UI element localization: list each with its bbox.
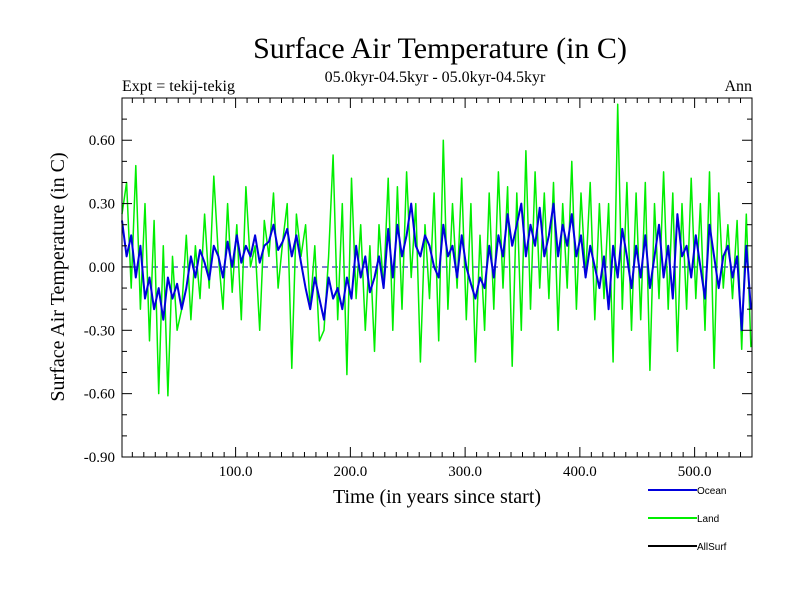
series-layer [121,103,752,397]
plot-area [121,97,753,458]
x-tick-label: 400.0 [563,464,597,480]
plot-frame [121,97,753,458]
season-label: Ann [724,78,752,95]
y-tick-label: 0.30 [89,197,115,213]
y-axis-label: Surface Air Temperature (in C) [47,152,69,401]
x-tick-label: 100.0 [219,464,253,480]
experiment-label: Expt = tekij-tekig [122,78,235,95]
legend-label-land: Land [697,514,719,525]
chart-title: Surface Air Temperature (in C) [253,32,627,65]
y-tick-label: 0.60 [89,133,115,149]
series-line-ocean [121,202,752,332]
chart-subtitle: 05.0kyr-04.5kyr - 05.0kyr-04.5kyr [325,69,546,86]
legend-label-allsurf: AllSurf [697,542,727,553]
x-tick-label: 300.0 [448,464,482,480]
series-line-land [121,103,752,397]
legend: Ocean Land AllSurf [648,486,727,553]
x-tick-label: 200.0 [333,464,367,480]
legend-label-ocean: Ocean [697,486,726,497]
y-tick-label: -0.30 [84,323,115,339]
y-tick-label: 0.00 [89,260,115,276]
x-axis-label: Time (in years since start) [333,486,541,508]
y-axis: -0.90 -0.60 -0.30 0.00 0.30 0.60 [84,97,752,466]
x-tick-label: 500.0 [678,464,712,480]
x-axis: 100.0 200.0 300.0 400.0 500.0 [131,98,753,480]
y-tick-label: -0.90 [84,450,115,466]
y-tick-label: -0.60 [84,387,115,403]
